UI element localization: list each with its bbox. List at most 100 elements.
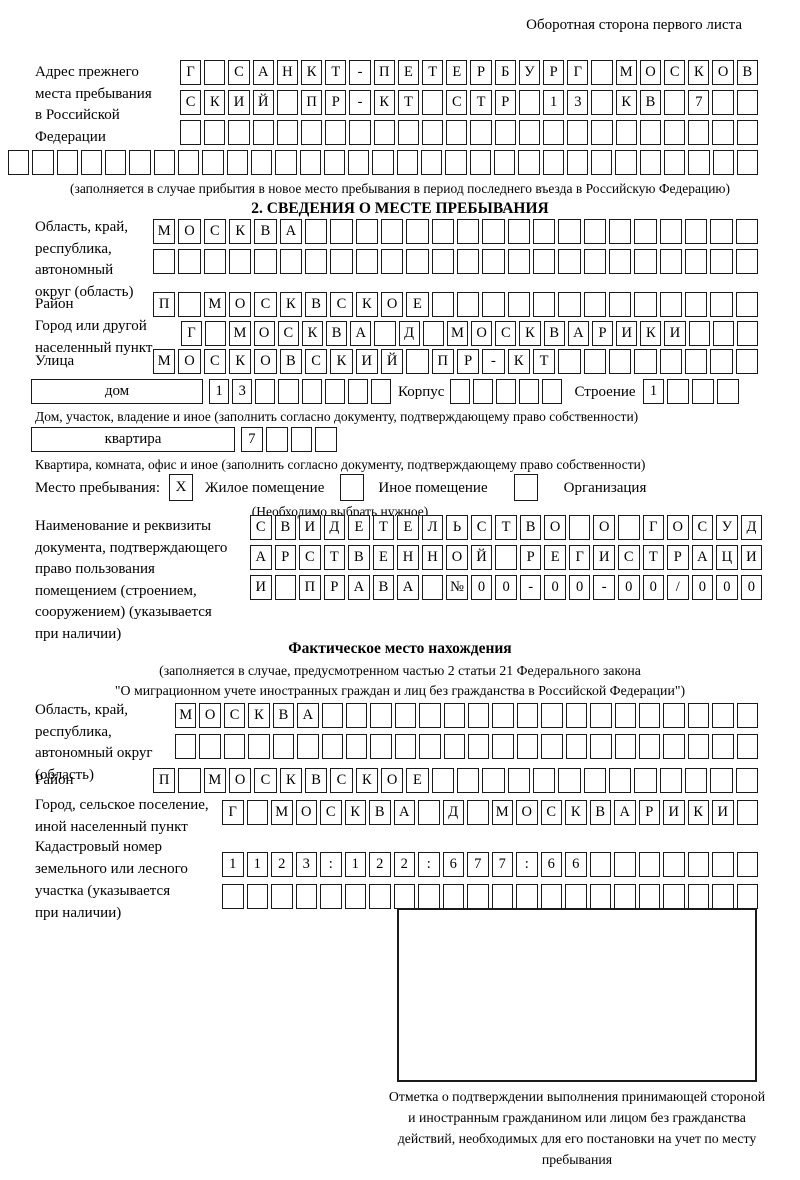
char-cell[interactable]: Г — [568, 545, 591, 570]
char-cell[interactable]: Н — [421, 545, 444, 570]
char-cell[interactable]: Р — [638, 800, 660, 825]
char-cell[interactable] — [684, 292, 708, 317]
char-cell[interactable] — [355, 249, 378, 274]
char-cell[interactable]: С — [330, 768, 353, 793]
char-cell[interactable]: С — [299, 545, 321, 570]
char-cell[interactable] — [418, 884, 440, 909]
char-cell[interactable] — [202, 150, 224, 175]
char-cell[interactable]: Г — [180, 60, 202, 85]
char-cell[interactable] — [105, 150, 127, 175]
char-cell[interactable]: М — [203, 292, 226, 317]
char-cell[interactable] — [565, 884, 587, 909]
char-cell[interactable]: 7 — [241, 427, 263, 452]
char-cell[interactable] — [278, 379, 299, 404]
char-cell[interactable]: Т — [642, 545, 665, 570]
char-cell[interactable] — [507, 292, 530, 317]
char-cell[interactable] — [712, 852, 734, 877]
char-cell[interactable]: И — [663, 800, 685, 825]
char-cell[interactable]: 1 — [222, 852, 244, 877]
char-cell[interactable] — [345, 703, 368, 728]
char-cell[interactable]: Р — [519, 545, 542, 570]
char-cell[interactable] — [667, 379, 690, 404]
char-cell[interactable] — [664, 150, 686, 175]
char-cell[interactable] — [205, 321, 227, 346]
char-cell[interactable]: 3 — [567, 90, 589, 115]
char-cell[interactable]: 3 — [232, 379, 253, 404]
char-cell[interactable] — [638, 852, 660, 877]
char-cell[interactable]: Д — [323, 515, 346, 540]
char-cell[interactable] — [276, 120, 299, 145]
char-cell[interactable] — [687, 734, 710, 759]
char-cell[interactable]: В — [279, 349, 302, 374]
char-cell[interactable]: Р — [543, 60, 565, 85]
char-cell[interactable] — [442, 884, 464, 909]
char-cell[interactable] — [516, 703, 539, 728]
char-cell[interactable]: Й — [252, 90, 274, 115]
char-cell[interactable] — [178, 249, 201, 274]
char-cell[interactable] — [304, 219, 328, 244]
char-cell[interactable] — [518, 90, 541, 115]
char-cell[interactable] — [710, 292, 733, 317]
char-cell[interactable]: О — [712, 60, 734, 85]
char-cell[interactable] — [421, 575, 444, 600]
char-cell[interactable] — [663, 852, 685, 877]
char-cell[interactable]: - — [482, 349, 505, 374]
char-cell[interactable]: 3 — [295, 852, 317, 877]
char-cell[interactable] — [246, 800, 268, 825]
char-cell[interactable]: Н — [397, 545, 419, 570]
char-cell[interactable] — [558, 768, 581, 793]
char-cell[interactable] — [129, 150, 151, 175]
char-cell[interactable]: С — [664, 60, 686, 85]
char-cell[interactable] — [325, 120, 347, 145]
char-cell[interactable]: У — [716, 515, 738, 540]
char-cell[interactable] — [687, 703, 710, 728]
char-cell[interactable] — [228, 120, 250, 145]
char-cell[interactable] — [380, 249, 404, 274]
char-cell[interactable]: С — [320, 800, 342, 825]
char-cell[interactable]: А — [614, 800, 636, 825]
char-cell[interactable] — [568, 515, 591, 540]
char-cell[interactable] — [565, 703, 588, 728]
char-cell[interactable]: В — [519, 515, 542, 540]
char-cell[interactable] — [223, 734, 246, 759]
char-cell[interactable] — [591, 120, 613, 145]
char-cell[interactable] — [203, 249, 226, 274]
char-cell[interactable]: 0 — [544, 575, 566, 600]
char-cell[interactable]: С — [277, 321, 299, 346]
char-cell[interactable]: О — [295, 800, 317, 825]
char-cell[interactable] — [639, 734, 661, 759]
char-cell[interactable] — [639, 120, 662, 145]
char-cell[interactable]: К — [301, 60, 323, 85]
char-cell[interactable]: А — [250, 545, 272, 570]
char-cell[interactable]: Н — [276, 60, 299, 85]
char-cell[interactable]: Р — [325, 90, 347, 115]
char-cell[interactable]: К — [688, 60, 710, 85]
char-cell[interactable] — [8, 150, 30, 175]
char-cell[interactable] — [566, 150, 589, 175]
char-cell[interactable]: О — [639, 60, 662, 85]
char-cell[interactable]: 0 — [568, 575, 591, 600]
char-cell[interactable]: 0 — [495, 575, 517, 600]
char-cell[interactable] — [567, 120, 589, 145]
char-cell[interactable]: - — [349, 90, 371, 115]
char-cell[interactable]: А — [397, 575, 419, 600]
char-cell[interactable]: Й — [380, 349, 404, 374]
char-cell[interactable] — [558, 219, 581, 244]
char-cell[interactable]: Е — [406, 768, 429, 793]
char-cell[interactable] — [583, 219, 606, 244]
char-cell[interactable] — [589, 884, 611, 909]
char-cell[interactable]: 0 — [617, 575, 640, 600]
char-cell[interactable]: А — [297, 703, 319, 728]
char-cell[interactable]: О — [380, 768, 404, 793]
char-cell[interactable]: Р — [274, 545, 297, 570]
char-cell[interactable] — [380, 219, 404, 244]
char-cell[interactable]: А — [393, 800, 415, 825]
char-cell[interactable]: К — [519, 321, 541, 346]
char-cell[interactable] — [265, 427, 288, 452]
char-cell[interactable] — [736, 321, 759, 346]
char-cell[interactable] — [565, 734, 588, 759]
char-cell[interactable]: С — [250, 515, 272, 540]
char-cell[interactable] — [615, 150, 637, 175]
char-cell[interactable]: И — [664, 321, 686, 346]
char-cell[interactable]: И — [355, 349, 378, 374]
